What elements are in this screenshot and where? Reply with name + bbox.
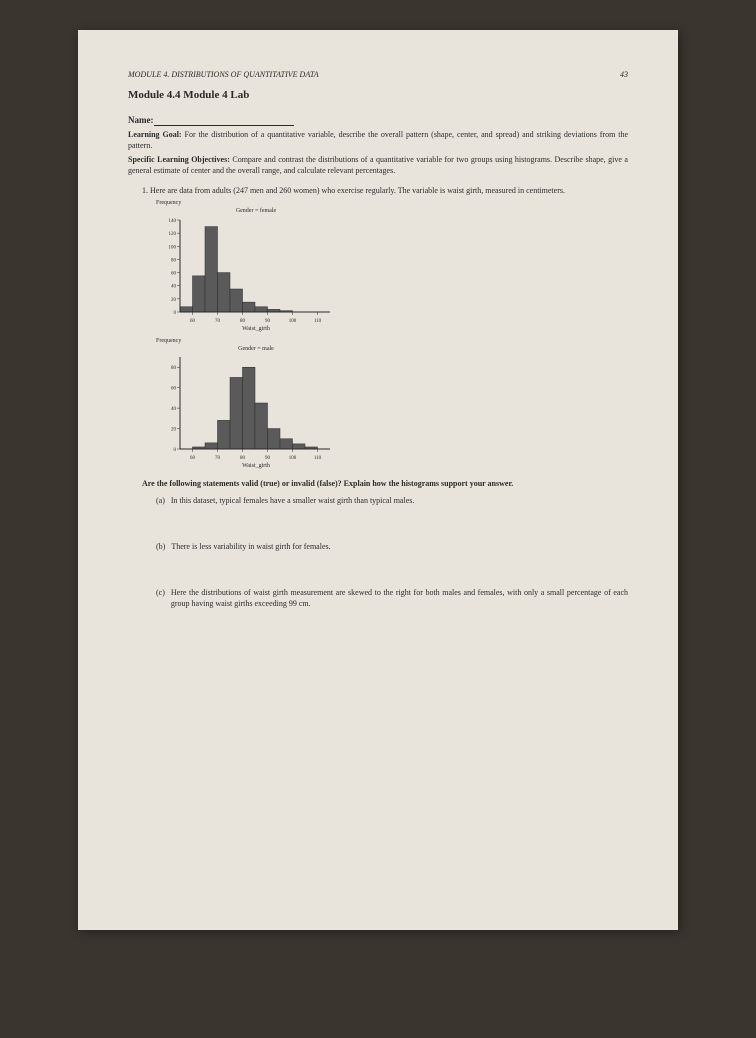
chart-female-wrap: Frequency Gender = female 0 20 40 60 80 100 12… bbox=[156, 200, 628, 333]
svg-text:140: 140 bbox=[169, 219, 177, 224]
svg-text:90: 90 bbox=[265, 319, 271, 324]
histogram-male: 0 20 40 60 80 60 70 80 90 100 110 bbox=[156, 353, 336, 463]
svg-text:80: 80 bbox=[171, 258, 177, 263]
sub-question-c: (c) Here the distributions of waist girt… bbox=[156, 588, 628, 609]
chart-male-wrap: Frequency Gender = male 0 20 40 60 80 60 70 80 9… bbox=[156, 338, 628, 471]
prompt: Are the following statements valid (true… bbox=[142, 479, 628, 489]
name-underline bbox=[154, 125, 294, 126]
sub-b-letter: (b) bbox=[156, 542, 165, 552]
sub-b-text: There is less variability in waist girth… bbox=[171, 542, 628, 552]
learning-goal-text: For the distribution of a quantitative v… bbox=[128, 130, 628, 149]
svg-text:110: 110 bbox=[314, 456, 322, 461]
svg-text:90: 90 bbox=[265, 456, 271, 461]
sub-a-letter: (a) bbox=[156, 496, 165, 506]
svg-text:0: 0 bbox=[174, 448, 177, 453]
svg-text:60: 60 bbox=[190, 319, 196, 324]
svg-text:0: 0 bbox=[174, 311, 177, 316]
sub-question-a: (a) In this dataset, typical females hav… bbox=[156, 496, 628, 506]
svg-text:40: 40 bbox=[171, 285, 177, 290]
svg-text:60: 60 bbox=[171, 271, 177, 276]
objectives-label: Specific Learning Objectives: bbox=[128, 155, 230, 164]
chart-female-xlabel: Waist_girth bbox=[176, 326, 336, 334]
svg-text:20: 20 bbox=[171, 298, 177, 303]
learning-goal-label: Learning Goal: bbox=[128, 130, 182, 139]
learning-goal: Learning Goal: For the distribution of a… bbox=[128, 130, 628, 151]
answer-space-a bbox=[128, 506, 628, 536]
sub-question-b: (b) There is less variability in waist g… bbox=[156, 542, 628, 552]
name-field: Name: bbox=[128, 115, 628, 127]
svg-text:70: 70 bbox=[215, 319, 221, 324]
svg-text:100: 100 bbox=[289, 319, 297, 324]
chart-male-xlabel: Waist_girth bbox=[176, 463, 336, 471]
svg-text:120: 120 bbox=[169, 232, 177, 237]
chart-female-title: Gender = female bbox=[176, 208, 336, 216]
sub-c-letter: (c) bbox=[156, 588, 165, 609]
chart-male-title: Gender = male bbox=[176, 346, 336, 354]
svg-text:80: 80 bbox=[240, 319, 246, 324]
sub-c-text: Here the distributions of waist girth me… bbox=[171, 588, 628, 609]
q1-text: Here are data from adults (247 men and 2… bbox=[150, 186, 565, 195]
svg-text:100: 100 bbox=[289, 456, 297, 461]
svg-text:100: 100 bbox=[169, 245, 177, 250]
svg-text:80: 80 bbox=[171, 367, 177, 372]
svg-text:40: 40 bbox=[171, 407, 177, 412]
svg-text:60: 60 bbox=[190, 456, 196, 461]
svg-text:70: 70 bbox=[215, 456, 221, 461]
page-number: 43 bbox=[620, 70, 628, 80]
chart-female-ylabel: Frequency bbox=[156, 200, 628, 208]
q1-number: 1. bbox=[142, 186, 148, 195]
answer-space-b bbox=[128, 552, 628, 582]
histogram-female: 0 20 40 60 80 100 120 140 60 70 80 90 100 110 bbox=[156, 216, 336, 326]
svg-text:20: 20 bbox=[171, 428, 177, 433]
worksheet-page: MODULE 4. DISTRIBUTIONS OF QUANTITATIVE … bbox=[78, 30, 678, 930]
sub-a-text: In this dataset, typical females have a … bbox=[171, 496, 628, 506]
svg-text:110: 110 bbox=[314, 319, 322, 324]
svg-text:60: 60 bbox=[171, 387, 177, 392]
svg-text:80: 80 bbox=[240, 456, 246, 461]
name-label: Name: bbox=[128, 115, 154, 125]
module-title: Module 4.4 Module 4 Lab bbox=[128, 88, 628, 102]
chart-male-ylabel: Frequency bbox=[156, 338, 628, 346]
objectives: Specific Learning Objectives: Compare an… bbox=[128, 155, 628, 176]
header-left: MODULE 4. DISTRIBUTIONS OF QUANTITATIVE … bbox=[128, 70, 319, 80]
question-1: 1. Here are data from adults (247 men an… bbox=[142, 186, 628, 196]
page-header: MODULE 4. DISTRIBUTIONS OF QUANTITATIVE … bbox=[128, 70, 628, 80]
